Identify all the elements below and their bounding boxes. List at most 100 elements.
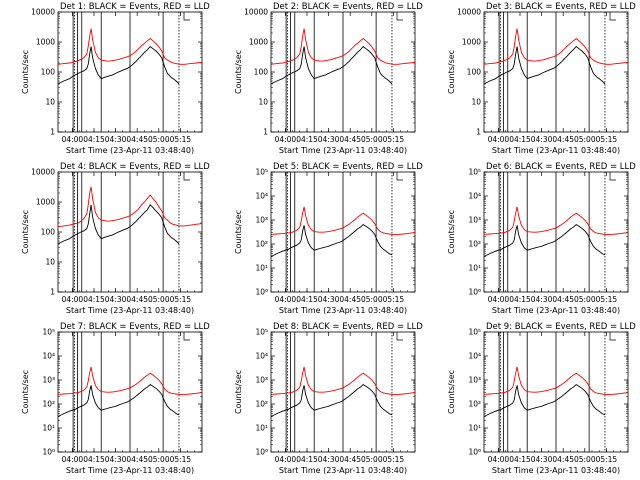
y-tick-label: 10⁰ [42, 448, 55, 457]
y-axis-label: Counts/sec [234, 210, 243, 254]
x-tick-label: 04:00 [275, 295, 297, 304]
x-axis-label: Start Time (23-Apr-11 03:48:40) [492, 146, 620, 155]
series-line-lld [270, 206, 416, 235]
x-tick-label: 04:30 [318, 135, 340, 144]
x-tick-label: 04:00 [275, 135, 297, 144]
x-tick-label: 04:30 [105, 135, 127, 144]
panel-title: Det 2: BLACK = Events, RED = LLD [273, 2, 423, 12]
x-axis-label: Start Time (23-Apr-11 03:48:40) [66, 146, 194, 155]
corner-marker [396, 172, 403, 181]
x-tick-label: 05:00 [148, 135, 170, 144]
y-tick-label: 10² [468, 240, 481, 249]
y-tick-label: 10⁵ [255, 168, 268, 177]
x-tick-label: 05:00 [361, 135, 383, 144]
y-tick-label: 10⁴ [255, 352, 268, 361]
y-tick-label: 1 [50, 288, 55, 297]
x-axis-label: Start Time (23-Apr-11 03:48:40) [492, 466, 620, 475]
y-tick-label: 10 [258, 98, 268, 107]
x-tick-label: 04:30 [105, 455, 127, 464]
series-line-events [57, 204, 180, 245]
detector-panel-9: 10⁰ 10¹ 10² 10³ 10⁴ 10⁵ 04:00 04:15 04:30 04:45 05… [428, 320, 638, 480]
panel-3-svg: 1 10 100 1000 10000 04:00 04:15 04:30 04:45 05:00… [447, 2, 636, 155]
x-tick-label: 04:30 [105, 295, 127, 304]
x-tick-label: 04:45 [126, 135, 148, 144]
series-line-lld [57, 28, 203, 65]
panel-1-svg: 1 10 100 1000 10000 04:00 04:15 04:30 04:45 05:00… [21, 2, 210, 155]
x-tick-label: 04:30 [318, 455, 340, 464]
panel-2-svg: 1 10 100 1000 10000 04:00 04:15 04:30 04:45 05:00… [234, 2, 423, 155]
x-tick-label: 04:15 [509, 295, 531, 304]
y-tick-label: 1000 [36, 198, 55, 207]
x-axis-label: Start Time (23-Apr-11 03:48:40) [279, 306, 407, 315]
y-tick-label: 1000 [249, 38, 268, 47]
x-tick-label: 04:30 [531, 455, 553, 464]
x-tick-label: 04:45 [339, 295, 361, 304]
panel-title: Det 3: BLACK = Events, RED = LLD [486, 2, 636, 12]
y-axis-label: Counts/sec [447, 50, 456, 94]
y-tick-label: 10³ [42, 376, 55, 385]
x-tick-label: 04:00 [488, 295, 510, 304]
x-tick-label: 04:15 [296, 455, 318, 464]
y-tick-label: 1 [263, 128, 268, 137]
x-tick-label: 04:45 [126, 455, 148, 464]
y-tick-label: 100 [254, 68, 269, 77]
detector-panel-1: 1 10 100 1000 10000 04:00 04:15 04:30 04:45 05:00… [2, 0, 212, 160]
x-tick-label: 04:15 [509, 135, 531, 144]
x-tick-label: 04:45 [552, 135, 574, 144]
y-axis-label: Counts/sec [447, 370, 456, 414]
y-tick-label: 100 [467, 68, 482, 77]
y-tick-label: 10² [255, 240, 268, 249]
y-tick-label: 10⁰ [255, 448, 268, 457]
y-tick-label: 10⁴ [468, 192, 481, 201]
y-tick-label: 10⁴ [468, 352, 481, 361]
corner-marker [609, 332, 616, 341]
detector-panel-5: 10⁰ 10¹ 10² 10³ 10⁴ 10⁵ 04:00 04:15 04:30 04:45 05… [215, 160, 425, 320]
panel-title: Det 1: BLACK = Events, RED = LLD [60, 2, 210, 12]
detector-panel-3: 1 10 100 1000 10000 04:00 04:15 04:30 04:45 05:00… [428, 0, 638, 160]
x-tick-label: 05:15 [596, 295, 618, 304]
detector-panel-6: 10⁰ 10¹ 10² 10³ 10⁴ 10⁵ 04:00 04:15 04:30 04:45 05… [428, 160, 638, 320]
series-line-lld [57, 186, 203, 228]
x-tick-label: 04:00 [488, 135, 510, 144]
y-tick-label: 10⁵ [468, 168, 481, 177]
y-tick-label: 10¹ [255, 264, 268, 273]
y-tick-label: 1 [476, 128, 481, 137]
detector-panel-2: 1 10 100 1000 10000 04:00 04:15 04:30 04:45 05:00… [215, 0, 425, 160]
series-line-lld [483, 28, 629, 65]
x-tick-label: 04:15 [509, 455, 531, 464]
x-tick-label: 05:00 [361, 455, 383, 464]
y-tick-label: 10³ [468, 376, 481, 385]
x-tick-label: 04:15 [83, 135, 105, 144]
corner-marker [183, 12, 190, 21]
y-axis-label: Counts/sec [21, 370, 30, 414]
panel-title: Det 9: BLACK = Events, RED = LLD [486, 322, 636, 332]
y-tick-label: 100 [41, 68, 56, 77]
y-tick-label: 10000 [31, 8, 55, 17]
x-axis-label: Start Time (23-Apr-11 03:48:40) [279, 146, 407, 155]
panel-title: Det 4: BLACK = Events, RED = LLD [60, 162, 210, 172]
series-line-lld [270, 28, 416, 65]
series-line-events [57, 383, 180, 417]
y-tick-label: 10¹ [468, 424, 481, 433]
series-line-events [270, 383, 393, 417]
y-tick-label: 10 [45, 258, 55, 267]
y-tick-label: 1000 [462, 38, 481, 47]
x-tick-label: 04:00 [488, 455, 510, 464]
x-tick-label: 04:15 [83, 295, 105, 304]
y-tick-label: 10000 [31, 168, 55, 177]
x-tick-label: 04:15 [296, 135, 318, 144]
x-tick-label: 05:00 [148, 455, 170, 464]
y-tick-label: 1000 [36, 38, 55, 47]
x-tick-label: 05:00 [148, 295, 170, 304]
x-tick-label: 05:15 [170, 455, 192, 464]
y-axis-label: Counts/sec [21, 210, 30, 254]
corner-marker [396, 12, 403, 21]
detector-panel-7: 10⁰ 10¹ 10² 10³ 10⁴ 10⁵ 04:00 04:15 04:30 04:45 05… [2, 320, 212, 480]
series-line-events [483, 383, 606, 417]
x-tick-label: 05:15 [383, 455, 405, 464]
y-tick-label: 10⁰ [468, 448, 481, 457]
x-tick-label: 04:30 [531, 295, 553, 304]
